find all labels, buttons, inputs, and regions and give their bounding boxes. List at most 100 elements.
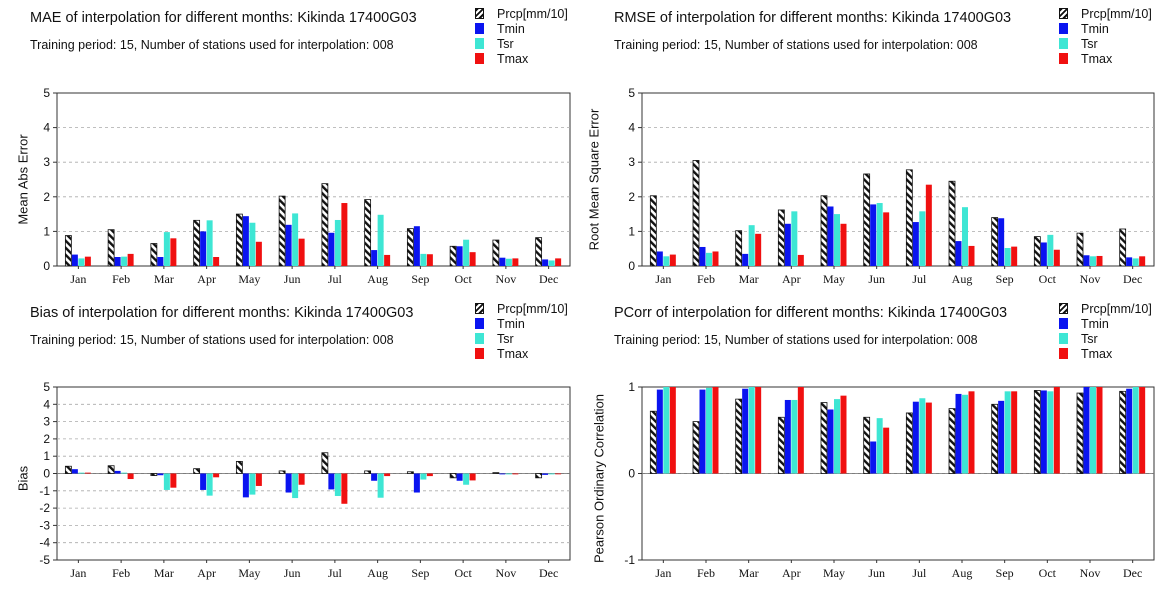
x-tick-label: May	[238, 566, 260, 580]
x-tick-label: Nov	[1080, 566, 1101, 580]
legend-swatch-tsr	[1059, 333, 1068, 344]
x-tick-label: Mar	[739, 272, 759, 286]
x-tick-label: Sep	[996, 272, 1014, 286]
legend-swatch-tmin	[1059, 23, 1068, 34]
bar-tmin-sep	[413, 226, 420, 266]
legend-item-tmin: Tmin	[1059, 21, 1152, 36]
bar-tmin-jul	[912, 222, 919, 266]
bar-prcp-apr	[193, 468, 201, 474]
bar-prcp-feb	[692, 160, 700, 267]
bar-tsr-jan	[663, 387, 670, 474]
bar-tsr-jun	[292, 473, 299, 499]
bar-tmax-sep	[1011, 391, 1018, 474]
bar-tmax-oct	[469, 473, 476, 481]
rmse-chart: 0 1 2 3 4 5 Jan Feb Mar Apr May Jun Jul Aug Sep Oct Nov D…	[628, 86, 1155, 286]
bar-tsr-jun	[876, 203, 883, 266]
y-tick-label: 0	[43, 259, 50, 273]
bar-tmax-feb	[712, 251, 719, 266]
bar-tmax-oct	[1053, 387, 1060, 474]
legend-label-tmin: Tmin	[497, 316, 525, 331]
bar-prcp-nov	[492, 472, 500, 474]
bar-prcp-apr	[777, 416, 785, 474]
x-tick-label: May	[823, 566, 845, 580]
bar-prcp-oct	[449, 245, 457, 267]
mae-panel: MAE of interpolation for different month…	[0, 0, 580, 290]
chart-title: PCorr of interpolation for different mon…	[614, 305, 1008, 321]
legend-swatch-tmin	[1059, 318, 1068, 329]
x-tick-label: Oct	[1039, 272, 1057, 286]
bar-prcp-feb	[692, 421, 700, 474]
bar-tmax-may	[255, 241, 262, 266]
x-tick-label: May	[823, 272, 845, 286]
bar-prcp-jan	[649, 410, 657, 474]
bar-prcp-feb	[107, 465, 115, 474]
y-tick-label: 4	[43, 397, 50, 411]
bar-prcp-mar	[150, 243, 158, 267]
bar-tsr-feb	[121, 256, 128, 266]
bar-tsr-oct	[1047, 234, 1054, 266]
bar-prcp-oct	[1033, 390, 1041, 474]
bar-tmax-aug	[968, 245, 975, 266]
y-tick-label: 1	[43, 449, 50, 463]
bar-tmin-dec	[1126, 257, 1133, 266]
legend-swatch-tsr	[475, 38, 484, 49]
bar-tmax-jun	[883, 427, 890, 474]
bias-panel: Bias of interpolation for different mont…	[0, 295, 580, 585]
bar-tsr-dec	[1132, 387, 1139, 474]
x-tick-label: Aug	[952, 272, 973, 286]
bar-tmax-nov	[1096, 387, 1103, 474]
legend-item-prcp: Prcp[mm/10]	[1059, 301, 1152, 316]
x-tick-label: Jul	[912, 272, 927, 286]
bar-tmin-may	[242, 216, 249, 266]
bar-tsr-mar	[748, 387, 755, 474]
y-tick-label: 5	[43, 86, 50, 100]
x-tick-label: Nov	[1080, 272, 1101, 286]
bar-prcp-dec	[535, 473, 543, 479]
bar-tmax-feb	[127, 473, 134, 480]
x-tick-label: Jul	[328, 566, 343, 580]
bar-prcp-jun	[863, 416, 871, 474]
x-tick-label: Feb	[697, 272, 715, 286]
bar-tsr-oct	[1047, 391, 1054, 474]
bar-tmin-oct	[456, 473, 463, 481]
legend-item-tmax: Tmax	[1059, 346, 1152, 361]
legend-label-tmin: Tmin	[497, 21, 525, 36]
bar-tmin-jan	[71, 469, 78, 474]
bar-tsr-sep	[420, 473, 427, 480]
legend-swatch-tmin	[475, 23, 484, 34]
x-tick-label: Apr	[782, 566, 801, 580]
y-tick-label: 0	[628, 259, 635, 273]
y-tick-label: -4	[39, 536, 50, 550]
legend-item-tsr: Tsr	[1059, 331, 1152, 346]
bar-tmin-dec	[542, 259, 549, 266]
x-tick-label: Sep	[996, 566, 1014, 580]
chart-subtitle: Training period: 15, Number of stations …	[30, 38, 394, 52]
legend-item-tmax: Tmax	[1059, 51, 1152, 66]
bias-chart: -5 -4 -3 -2 -1 0 1 2 3 4 5 Jan Feb Mar Apr May Jun Jul Aug…	[39, 380, 571, 580]
y-tick-label: -2	[39, 501, 50, 515]
chart-subtitle: Training period: 15, Number of stations …	[614, 333, 978, 347]
legend-label-tsr: Tsr	[497, 36, 514, 51]
bar-tmax-nov	[512, 258, 519, 266]
bar-tmin-jun	[870, 441, 877, 474]
bar-tsr-dec	[1132, 258, 1139, 266]
bar-tmax-may	[840, 395, 847, 474]
bar-tsr-sep	[1004, 248, 1011, 266]
rmse-panel: RMSE of interpolation for different mont…	[584, 0, 1164, 290]
legend-label-tmax: Tmax	[1081, 51, 1113, 66]
bar-tmax-jan	[84, 472, 91, 474]
legend-swatch-tmax	[1059, 348, 1068, 359]
y-tick-label: 0	[43, 467, 50, 481]
bar-prcp-nov	[1076, 392, 1084, 474]
legend-label-prcp: Prcp[mm/10]	[497, 301, 568, 316]
bar-prcp-nov	[1076, 232, 1084, 267]
bar-tmin-may	[827, 206, 834, 266]
x-tick-label: Mar	[739, 566, 759, 580]
bar-tmin-mar	[742, 253, 749, 266]
legend-item-tmax: Tmax	[475, 51, 568, 66]
legend-swatch-prcp	[475, 303, 484, 314]
bar-tsr-aug	[377, 473, 384, 498]
legend-label-tsr: Tsr	[497, 331, 514, 346]
bar-prcp-jul	[321, 183, 329, 267]
x-tick-label: Jun	[868, 566, 885, 580]
